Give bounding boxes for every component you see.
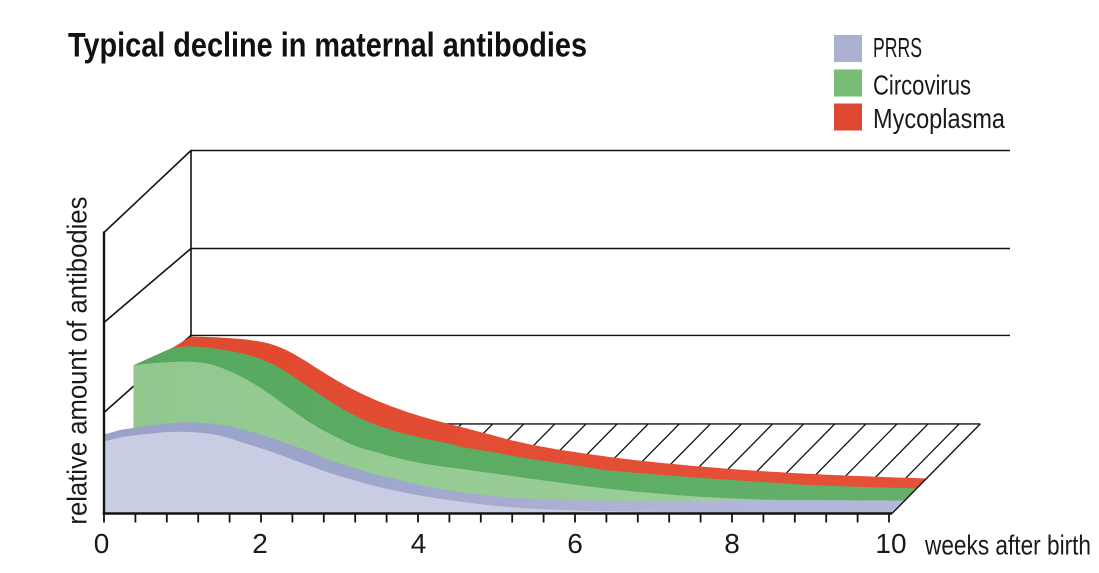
svg-text:PRRS: PRRS xyxy=(873,32,922,63)
svg-text:8: 8 xyxy=(724,528,740,559)
svg-text:4: 4 xyxy=(411,528,427,559)
svg-text:6: 6 xyxy=(567,528,583,559)
svg-text:relative amount of antibodies: relative amount of antibodies xyxy=(62,197,93,525)
svg-text:2: 2 xyxy=(252,528,268,559)
svg-text:Circovirus: Circovirus xyxy=(873,69,971,100)
svg-text:Mycoplasma: Mycoplasma xyxy=(873,103,1005,134)
svg-text:Typical decline in maternal an: Typical decline in maternal antibodies xyxy=(68,26,587,64)
svg-text:10: 10 xyxy=(875,528,906,559)
svg-text:0: 0 xyxy=(94,528,110,559)
svg-text:weeks after birth: weeks after birth xyxy=(924,529,1091,560)
